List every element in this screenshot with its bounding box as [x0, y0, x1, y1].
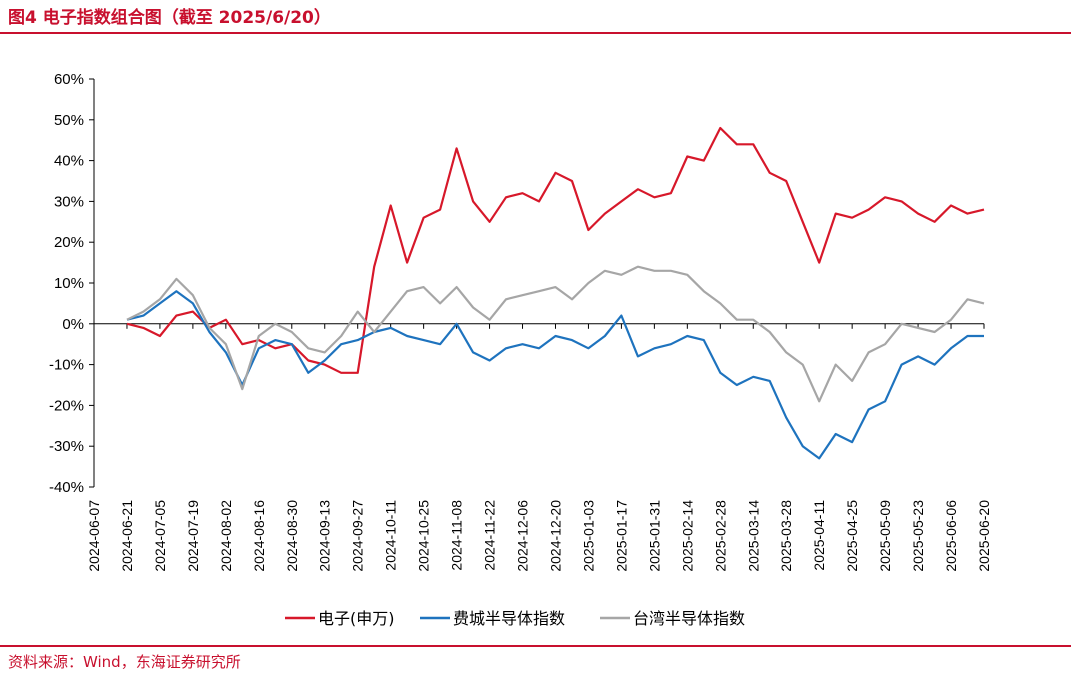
x-tick-label: 2024-11-22: [482, 500, 498, 571]
x-tick-label: 2025-04-11: [811, 500, 827, 571]
legend-label: 费城半导体指数: [453, 609, 565, 628]
series-lines: [126, 126, 985, 460]
y-tick-label: 10%: [54, 275, 84, 292]
y-tick-label: 60%: [54, 71, 84, 88]
series-line-2: [126, 290, 984, 460]
x-tick-label: 2025-03-14: [745, 500, 761, 572]
legend-label: 电子(申万): [318, 609, 395, 628]
series-line-3: [126, 265, 985, 403]
legend-label: 台湾半导体指数: [633, 609, 745, 628]
y-tick-label: 0%: [62, 316, 84, 333]
y-tick-label: -40%: [49, 479, 84, 496]
y-tick-label: -10%: [49, 357, 84, 374]
x-tick-label: 2025-06-06: [943, 500, 959, 572]
line-chart: 60% 50% 40% 30% 20% 10% 0% -10% -20% -30% -40% 202…: [49, 71, 992, 628]
figure-title: 图4 电子指数组合图（截至 2025/6/20）: [8, 8, 331, 28]
x-tick-label: 2024-12-20: [547, 500, 563, 572]
y-tick-label: 50%: [54, 112, 84, 129]
x-tick-label: 2024-09-13: [317, 500, 333, 572]
x-tick-label: 2025-06-20: [976, 500, 992, 572]
x-tick-label: 2024-06-07: [86, 500, 102, 572]
top-divider: [0, 32, 1071, 34]
y-tick-label: -20%: [49, 397, 84, 414]
x-tick-label: 2024-08-30: [284, 500, 300, 572]
x-tick-label: 2025-03-28: [778, 500, 794, 572]
source-note: 资料来源：Wind，东海证券研究所: [8, 653, 241, 671]
x-tick-label: 2024-06-21: [119, 500, 135, 572]
x-axis: 2024-06-07 2024-06-21 2024-07-05 2024-07-19…: [86, 323, 992, 572]
x-tick-label: 2024-08-02: [218, 500, 234, 572]
x-tick-label: 2024-11-08: [449, 500, 465, 571]
x-tick-label: 2025-04-25: [844, 500, 860, 572]
y-tick-label: -30%: [49, 438, 84, 455]
bottom-divider: [0, 645, 1071, 647]
x-tick-label: 2025-01-17: [613, 500, 629, 572]
x-tick-label: 2025-01-31: [646, 500, 662, 572]
x-tick-label: 2025-05-09: [877, 500, 893, 572]
y-tick-label: 20%: [54, 234, 84, 251]
x-tick-label: 2024-08-16: [251, 500, 267, 572]
x-tick-label: 2024-07-19: [185, 500, 201, 572]
x-tick-label: 2025-02-28: [712, 500, 728, 572]
x-tick-label: 2024-10-25: [416, 500, 432, 572]
x-tick-label: 2025-01-03: [580, 500, 596, 572]
x-tick-label: 2025-02-14: [679, 500, 695, 572]
x-tick-label: 2024-12-06: [515, 500, 531, 572]
y-tick-label: 40%: [54, 153, 84, 170]
legend: 电子(申万) 费城半导体指数 台湾半导体指数: [285, 609, 745, 628]
series-line-1: [126, 126, 985, 374]
x-tick-label: 2025-05-23: [910, 500, 926, 572]
x-tick-label: 2024-10-11: [383, 500, 399, 571]
y-tick-label: 30%: [54, 193, 84, 210]
x-tick-label: 2024-09-27: [350, 500, 366, 572]
x-tick-label: 2024-07-05: [152, 500, 168, 572]
y-axis: 60% 50% 40% 30% 20% 10% 0% -10% -20% -30% -40%: [49, 71, 95, 496]
